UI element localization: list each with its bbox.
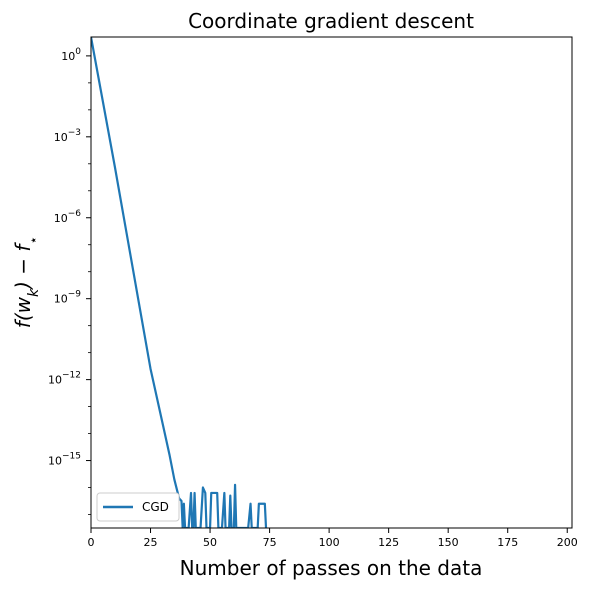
y-tick-label: 10−3 <box>54 128 81 144</box>
y-tick-label: 100 <box>61 47 81 63</box>
x-axis-label: Number of passes on the data <box>180 556 483 580</box>
x-tick-label: 175 <box>497 536 518 549</box>
x-tick-label: 50 <box>203 536 217 549</box>
ticks: 0 25 50 75 100 125 150 175 200 100 10−3 10−6 10−9 10−… <box>48 47 578 549</box>
y-tick-label: 10−6 <box>54 209 82 225</box>
x-tick-label: 0 <box>88 536 95 549</box>
x-tick-label: 100 <box>319 536 340 549</box>
x-tick-label: 75 <box>263 536 277 549</box>
chart-title: Coordinate gradient descent <box>188 9 474 33</box>
y-tick-label: 10−9 <box>54 290 82 306</box>
legend-box <box>96 492 180 522</box>
series-line-cgd <box>91 37 268 528</box>
y-axis-label: f(wk) − f⋆ <box>11 236 42 328</box>
x-tick-label: 25 <box>144 536 158 549</box>
series-layer <box>91 37 268 528</box>
x-tick-label: 200 <box>557 536 578 549</box>
x-tick-label: 125 <box>378 536 399 549</box>
y-tick-label: 10−12 <box>48 371 81 387</box>
y-tick-label: 10−15 <box>48 452 81 468</box>
legend: CGD <box>96 492 180 522</box>
legend-label-cgd: CGD <box>142 500 169 514</box>
x-tick-label: 150 <box>438 536 459 549</box>
plot-frame <box>90 36 573 529</box>
